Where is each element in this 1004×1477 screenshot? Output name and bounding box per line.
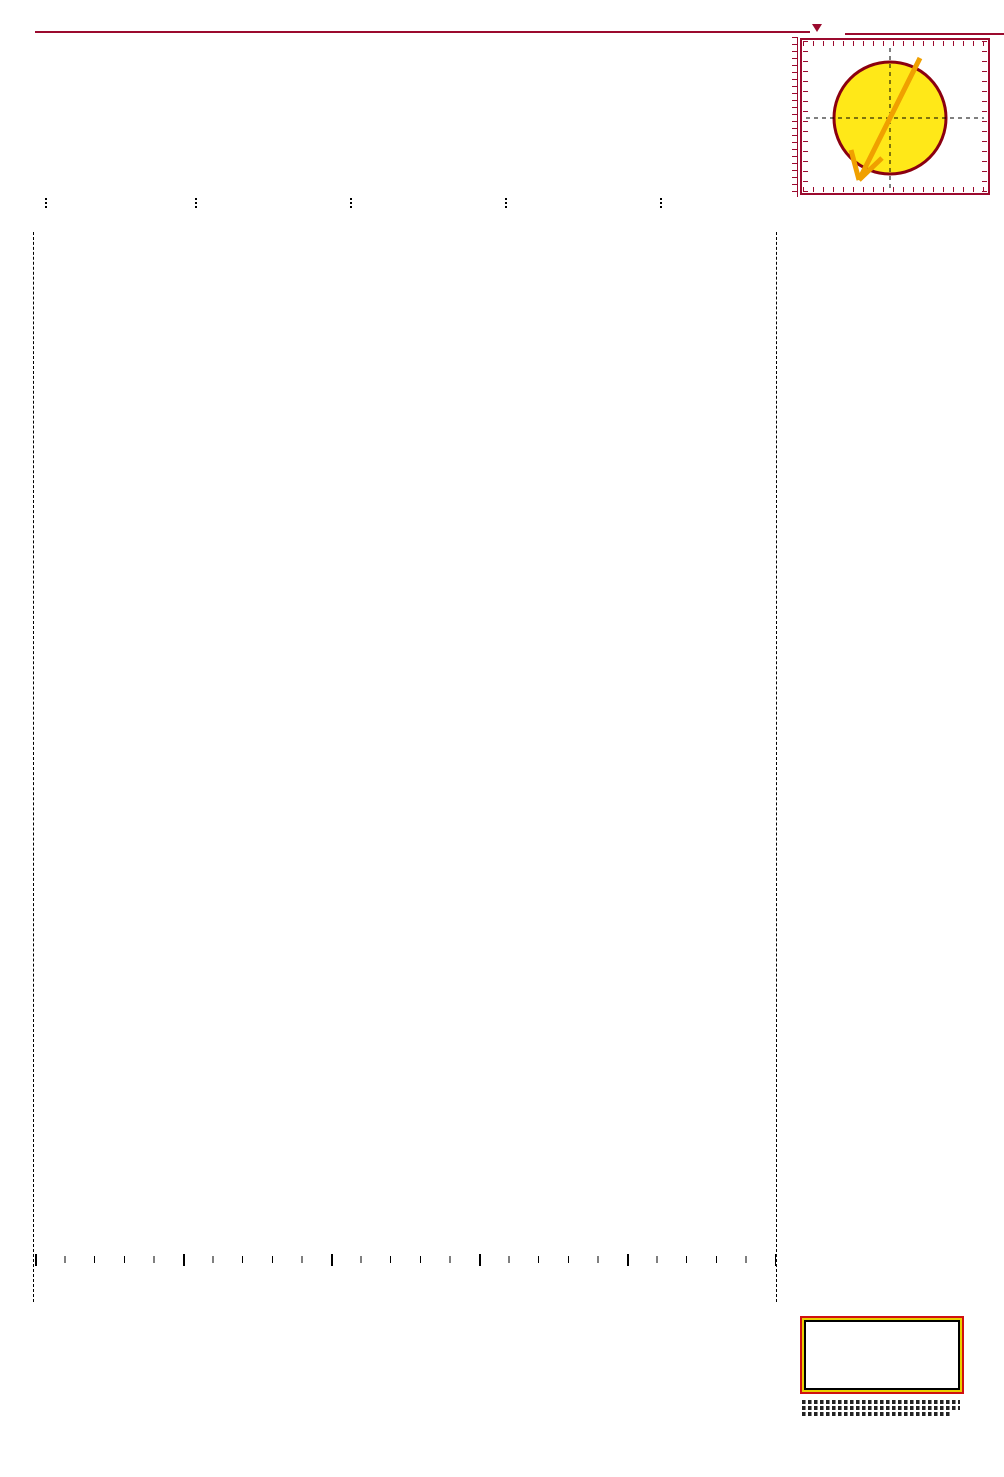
- ch3-right-dash: [776, 500, 777, 760]
- title-underline-left: [35, 31, 810, 33]
- ch4-left-label: [4, 236, 30, 491]
- phi-arrow-head-right: [857, 156, 884, 182]
- ch3-pha-strip-spectrogram: [35, 500, 775, 548]
- ch2-pha-strip-spectrogram: [35, 762, 775, 810]
- ch2-main-spectrogram: [35, 814, 775, 986]
- ch3-window-label: [968, 500, 998, 762]
- phi-value: [985, 76, 1003, 172]
- sunbox-ruler-top: [803, 41, 985, 46]
- env-panel-label: [4, 1306, 30, 1406]
- phi-arrow-shaft: [856, 56, 923, 182]
- hour-tick-12: [660, 198, 662, 208]
- hour-tick-8: [45, 198, 47, 208]
- resik-logo-inner: [804, 1320, 960, 1390]
- sunbox-ruler-bottom: [803, 187, 985, 192]
- ch4-main-spectrogram: [35, 284, 775, 462]
- ch2-left-label: [4, 766, 30, 1016]
- title-caret-icon: [812, 24, 822, 32]
- hour-tick-9: [195, 198, 197, 208]
- ch2-red-histogram: [795, 814, 965, 1005]
- ch3-line-label: [778, 552, 795, 743]
- ch3-left-label: [4, 504, 30, 754]
- ch2-blue-histogram: [795, 762, 965, 810]
- sun-dump-box: [800, 38, 990, 195]
- logo-fineprint-line: [802, 1412, 952, 1416]
- ch4-line-label: [778, 284, 795, 481]
- logo-fineprint-line: [802, 1400, 960, 1404]
- ch3-left-dash: [33, 500, 34, 760]
- ch4-window-label: [968, 232, 998, 500]
- thermal-band-strip: [35, 1419, 775, 1443]
- goes-class-bracket: [792, 37, 798, 197]
- logo-fineprint-line: [802, 1406, 960, 1410]
- resik-logo-box: [800, 1316, 964, 1394]
- ch1-red-histogram: [795, 1076, 965, 1281]
- ch4-right-dash: [776, 232, 777, 498]
- phi-side-top: [988, 40, 1002, 74]
- ch1-line-label: [778, 1076, 795, 1281]
- ch3-red-histogram: [795, 552, 965, 743]
- sun-disk-drawing: [806, 48, 984, 188]
- title-underline-right: [845, 33, 1004, 35]
- phi-side-bottom: [988, 174, 1002, 204]
- ch1-right-dash: [776, 1024, 777, 1302]
- goes-flux-plot: [35, 37, 775, 197]
- sunbox-ruler-left: [803, 41, 808, 192]
- ch4-red-histogram: [795, 284, 965, 481]
- ch4-left-dash: [33, 232, 34, 498]
- ch4-pha-strip-spectrogram: [35, 232, 775, 280]
- ch1-blue-histogram: [795, 1024, 965, 1072]
- ch2-left-dash: [33, 762, 34, 1022]
- ch1-window-label: [968, 1024, 998, 1304]
- ch4-blue-histogram: [795, 232, 965, 280]
- hour-tick-10: [350, 198, 352, 208]
- hour-tick-11: [505, 198, 507, 208]
- ch1-pha-strip-spectrogram: [35, 1024, 775, 1072]
- xaxis-major-ticks: [35, 1254, 776, 1266]
- ch3-main-spectrogram: [35, 552, 775, 724]
- ch2-window-label: [968, 762, 998, 1024]
- ch2-right-dash: [776, 762, 777, 1022]
- ch1-main-spectrogram: [35, 1076, 775, 1254]
- sunbox-ruler-right: [982, 41, 987, 192]
- ch1-left-label: [4, 1030, 30, 1286]
- ch2-line-label: [778, 814, 795, 1005]
- ch1-left-dash: [33, 1024, 34, 1302]
- el-prot-env-panel: [35, 1307, 775, 1405]
- ch3-blue-histogram: [795, 500, 965, 548]
- phi-arrow-head-left: [848, 149, 862, 181]
